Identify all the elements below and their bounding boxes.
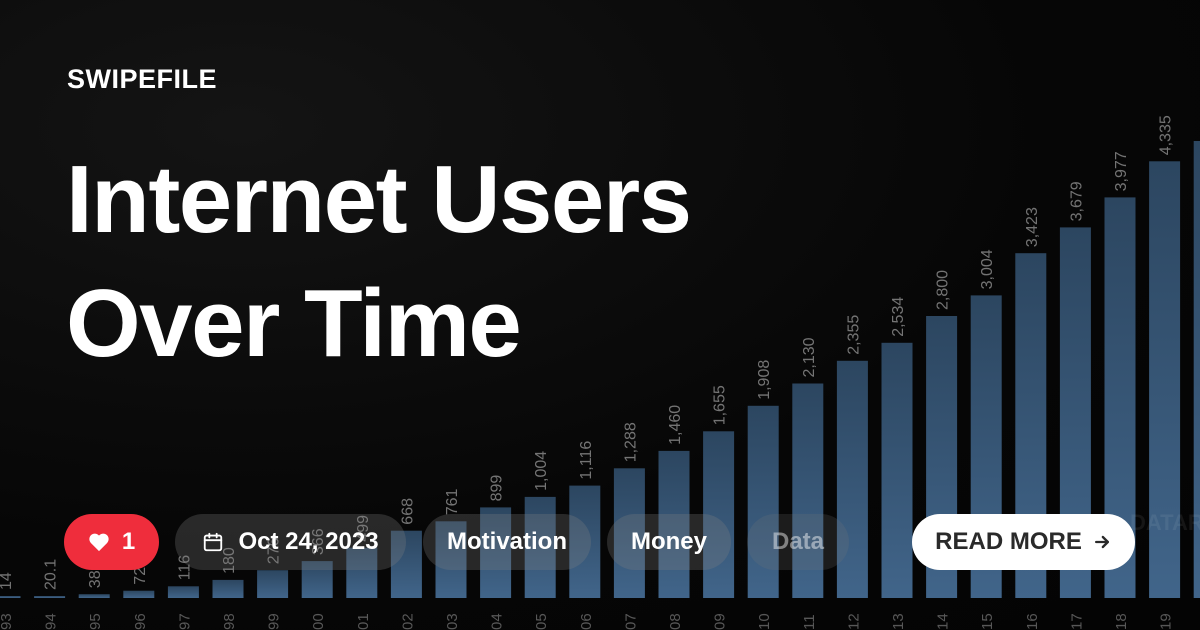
x-tick-label: 00 bbox=[310, 613, 327, 630]
chart-bar bbox=[792, 383, 824, 598]
chart-bar bbox=[524, 496, 556, 598]
x-tick-label: 14 bbox=[935, 613, 952, 630]
bar-value-label: 899 bbox=[489, 475, 506, 502]
chart-bar bbox=[1149, 161, 1181, 599]
chart-watermark: DATAREP bbox=[1130, 510, 1200, 535]
x-tick-label: 03 bbox=[444, 613, 461, 630]
chart-bar bbox=[480, 507, 512, 598]
chart-bar bbox=[747, 405, 779, 598]
bar-value-label: 1,655 bbox=[712, 385, 729, 425]
chart-bar bbox=[34, 596, 66, 598]
bar-value-label: 72 bbox=[132, 567, 149, 585]
x-tick-label: 12 bbox=[845, 613, 862, 630]
title-line-1: Internet Users bbox=[66, 146, 692, 253]
chart-bar bbox=[212, 579, 244, 598]
chart-bar bbox=[390, 530, 422, 598]
brand-logo[interactable]: SWIPEFILE bbox=[67, 64, 218, 94]
x-tick-label: 16 bbox=[1024, 613, 1041, 630]
x-tick-label: 97 bbox=[176, 613, 193, 630]
chart-bar bbox=[435, 521, 467, 598]
chart-bar bbox=[658, 450, 690, 598]
bar-value-label: 761 bbox=[444, 489, 461, 516]
x-tick-label: 19 bbox=[1158, 613, 1175, 630]
bar-value-label: 1,908 bbox=[756, 360, 773, 400]
chart-bar bbox=[703, 431, 735, 598]
bar-value-label: 38 bbox=[87, 570, 104, 588]
bar-value-label: 366 bbox=[310, 528, 327, 555]
bar-value-label: 14 bbox=[0, 572, 15, 590]
x-tick-label: 05 bbox=[533, 613, 550, 630]
arrow-right-icon bbox=[1094, 535, 1109, 549]
x-tick-label: 11 bbox=[801, 614, 818, 630]
title-line-2: Over Time bbox=[66, 270, 522, 377]
x-tick-label: 96 bbox=[132, 613, 149, 630]
x-tick-label: 18 bbox=[1113, 613, 1130, 630]
x-tick-label: 08 bbox=[667, 613, 684, 630]
chart-bar bbox=[301, 561, 333, 598]
bar-value-label: 116 bbox=[176, 555, 193, 581]
chart-bar bbox=[0, 596, 21, 598]
chart-bar bbox=[836, 360, 868, 598]
tag-motivation[interactable]: Motivation bbox=[423, 514, 591, 570]
bar-value-label: 4,335 bbox=[1158, 115, 1175, 155]
like-button[interactable]: 1 bbox=[64, 514, 159, 570]
x-tick-label: 02 bbox=[399, 613, 416, 630]
chart-bar bbox=[569, 485, 601, 598]
chart-bar bbox=[881, 342, 913, 598]
x-tick-label: 93 bbox=[0, 613, 15, 630]
page-title: Internet Users Over Time bbox=[66, 138, 692, 386]
calendar-icon bbox=[204, 532, 223, 552]
read-more-button[interactable]: READ MORE bbox=[912, 514, 1135, 570]
date-badge: Oct 24, 2023 bbox=[175, 514, 406, 570]
bar-value-label: 668 bbox=[399, 498, 416, 525]
x-tick-label: 99 bbox=[266, 613, 283, 630]
x-tick-label: 04 bbox=[489, 613, 506, 630]
x-tick-label: 09 bbox=[712, 613, 729, 630]
x-tick-label: 01 bbox=[355, 613, 372, 630]
bar-value-label: 3,679 bbox=[1068, 181, 1085, 221]
chart-bar bbox=[167, 586, 199, 598]
bar-value-label: 20.1 bbox=[43, 559, 60, 590]
x-tick-label: 06 bbox=[578, 613, 595, 630]
tag-data[interactable]: Data bbox=[747, 514, 849, 570]
x-tick-label: 13 bbox=[890, 613, 907, 630]
bar-value-label: 1,460 bbox=[667, 405, 684, 445]
bar-value-label: 180 bbox=[221, 547, 238, 574]
chart-bar bbox=[257, 570, 289, 598]
tag-money[interactable]: Money bbox=[607, 514, 731, 570]
read-more-label: READ MORE bbox=[935, 528, 1082, 555]
bar-value-label: 3,004 bbox=[979, 249, 996, 289]
bar-value-label: 2,355 bbox=[845, 315, 862, 355]
x-tick-label: 10 bbox=[756, 613, 773, 630]
bar-value-label: 3,977 bbox=[1113, 151, 1130, 191]
bar-value-label: 2,130 bbox=[801, 337, 818, 377]
bar-value-label: 276 bbox=[266, 537, 283, 564]
bar-value-label: 1,116 bbox=[578, 441, 595, 480]
bar-value-label: 3,423 bbox=[1024, 207, 1041, 247]
chart-bar bbox=[1193, 141, 1200, 598]
x-tick-label: 95 bbox=[87, 613, 104, 630]
chart-bar bbox=[613, 468, 645, 598]
heart-icon bbox=[89, 533, 109, 552]
x-tick-label: 98 bbox=[221, 613, 238, 630]
chart-bar bbox=[123, 590, 155, 598]
bar-value-label: 499 bbox=[355, 515, 372, 542]
bar-value-label: 2,534 bbox=[890, 297, 907, 337]
like-count: 1 bbox=[121, 528, 136, 555]
chart-bar bbox=[346, 547, 378, 598]
bar-value-label: 1,004 bbox=[533, 451, 550, 491]
x-tick-label: 94 bbox=[43, 613, 60, 630]
chart-bar bbox=[78, 594, 110, 598]
date-label: Oct 24, 2023 bbox=[238, 528, 379, 555]
x-tick-label: 17 bbox=[1068, 613, 1085, 630]
x-tick-label: 07 bbox=[622, 613, 639, 630]
x-tick-label: 15 bbox=[979, 613, 996, 630]
bar-value-label: 2,800 bbox=[935, 270, 952, 310]
bar-value-label: 1,288 bbox=[622, 422, 639, 462]
